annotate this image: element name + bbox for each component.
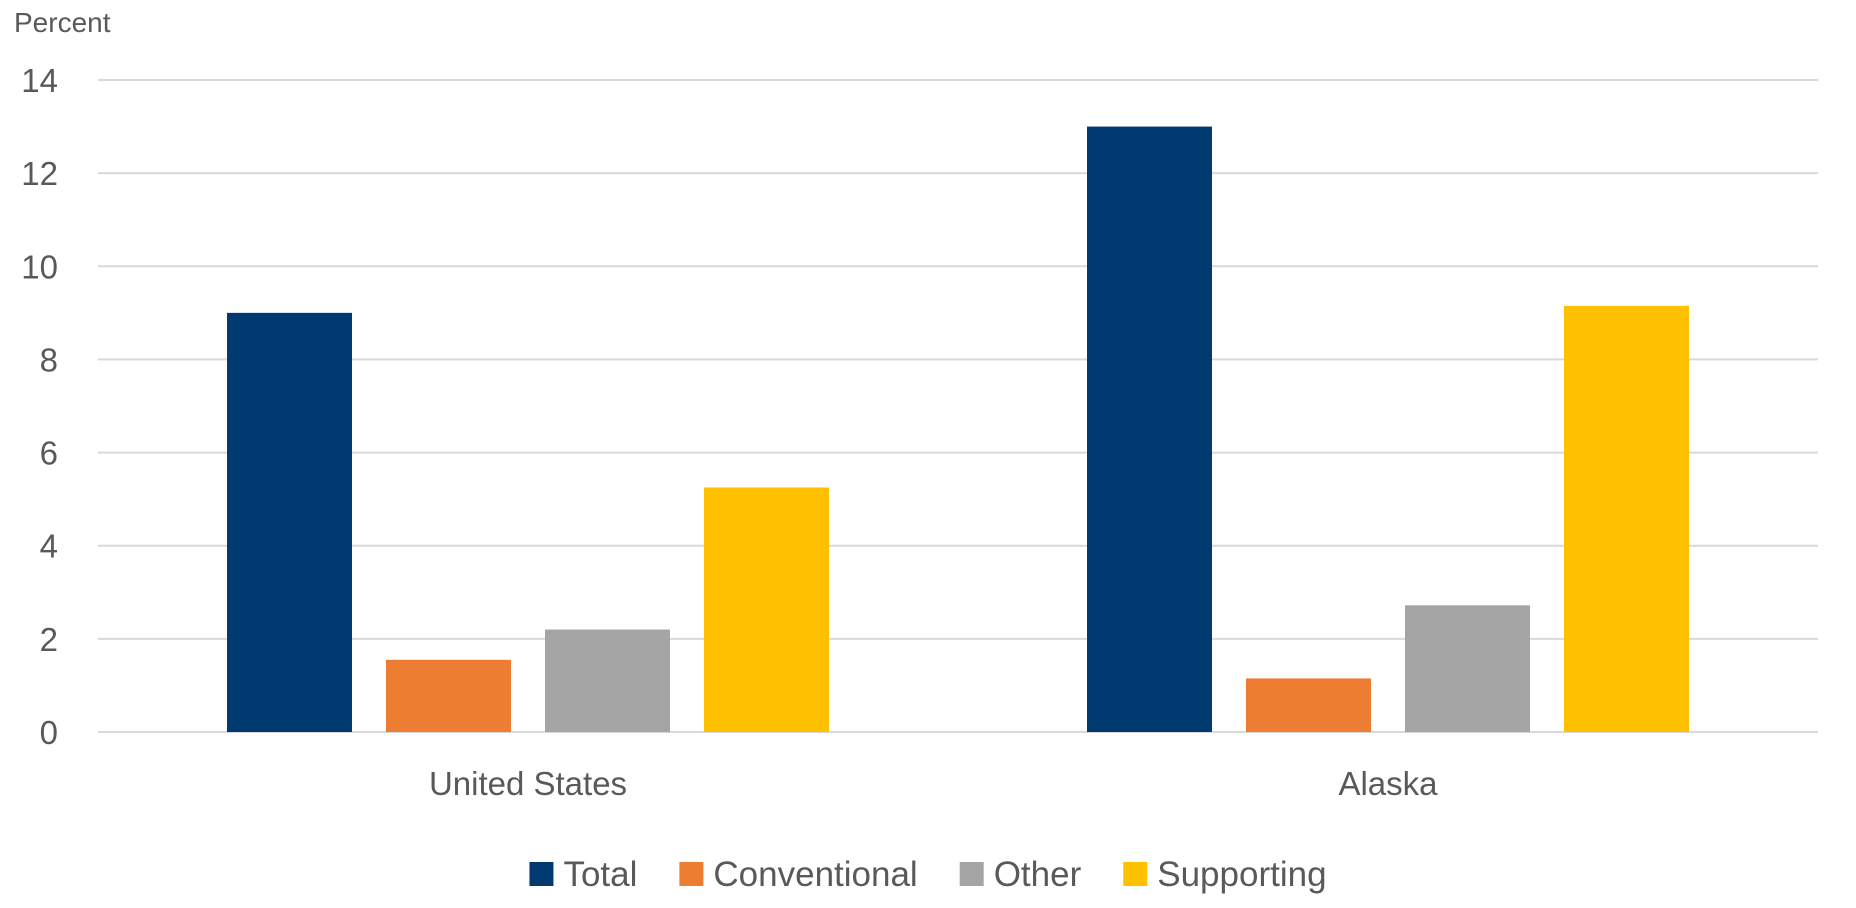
y-tick-label: 10 xyxy=(21,248,58,285)
bar-other-alaska xyxy=(1405,605,1530,732)
bar-conventional-united-states xyxy=(386,659,511,732)
legend-label: Supporting xyxy=(1157,855,1326,894)
legend-item-total: Total xyxy=(529,855,637,894)
y-axis-ticks: 0 2 4 6 8 10 12 14 xyxy=(21,62,58,751)
legend-swatch xyxy=(1123,862,1148,886)
bar-conventional-alaska xyxy=(1246,678,1371,732)
bar-total-alaska xyxy=(1087,126,1212,733)
x-axis-categories: United States Alaska xyxy=(429,765,1438,802)
legend-label: Other xyxy=(994,855,1082,894)
legend-item-supporting: Supporting xyxy=(1123,855,1327,894)
legend-label: Total xyxy=(563,855,637,894)
legend-label: Conventional xyxy=(713,855,917,894)
y-tick-label: 0 xyxy=(40,714,58,751)
legend: Total Conventional Other Supporting xyxy=(529,855,1327,894)
y-axis-label: Percent xyxy=(14,7,111,38)
y-tick-label: 2 xyxy=(40,621,58,658)
bar-supporting-united-states xyxy=(704,487,829,732)
y-tick-label: 14 xyxy=(21,62,58,99)
y-tick-label: 6 xyxy=(40,435,58,472)
bar-supporting-alaska xyxy=(1564,305,1689,732)
legend-item-other: Other xyxy=(959,855,1082,894)
bar-total-united-states xyxy=(227,312,352,732)
bar-other-united-states xyxy=(545,629,670,732)
legend-swatch xyxy=(959,862,984,886)
x-category-label: Alaska xyxy=(1338,765,1438,802)
y-tick-label: 4 xyxy=(40,528,58,565)
legend-swatch xyxy=(529,862,554,886)
legend-item-conventional: Conventional xyxy=(679,855,918,894)
y-tick-label: 12 xyxy=(21,155,58,192)
x-category-label: United States xyxy=(429,765,627,802)
bars xyxy=(227,126,1689,733)
gridlines xyxy=(98,79,1818,733)
legend-swatch xyxy=(679,862,704,886)
y-tick-label: 8 xyxy=(40,341,58,378)
